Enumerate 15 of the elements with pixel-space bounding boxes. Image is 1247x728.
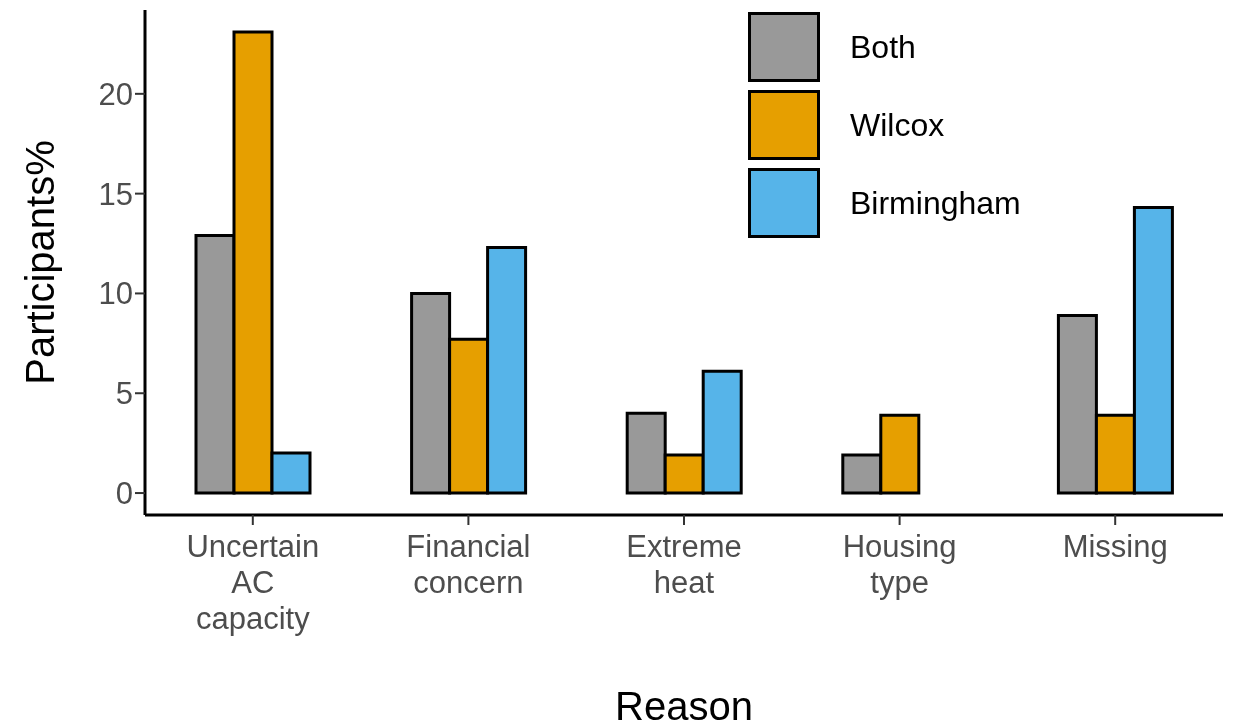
y-tick-label: 0 [115,476,133,512]
x-tick-label: Uncertain AC capacity [186,529,320,636]
x-axis-title: Reason [615,684,753,728]
legend-label: Wilcox [850,106,945,144]
x-tick-label: Financial concern [406,529,531,600]
y-axis-title: Participants% [18,140,63,385]
y-tick-label: 5 [115,376,133,412]
x-tick-label: Extreme heat [626,529,742,600]
y-tick-label: 15 [98,176,133,212]
legend-label: Both [850,28,916,66]
x-tick-label: Housing type [842,529,957,600]
legend-label: Birmingham [850,184,1021,222]
y-tick-label: 10 [98,276,133,312]
y-tick-label: 20 [98,76,133,112]
x-tick-label: Missing [1062,529,1168,564]
